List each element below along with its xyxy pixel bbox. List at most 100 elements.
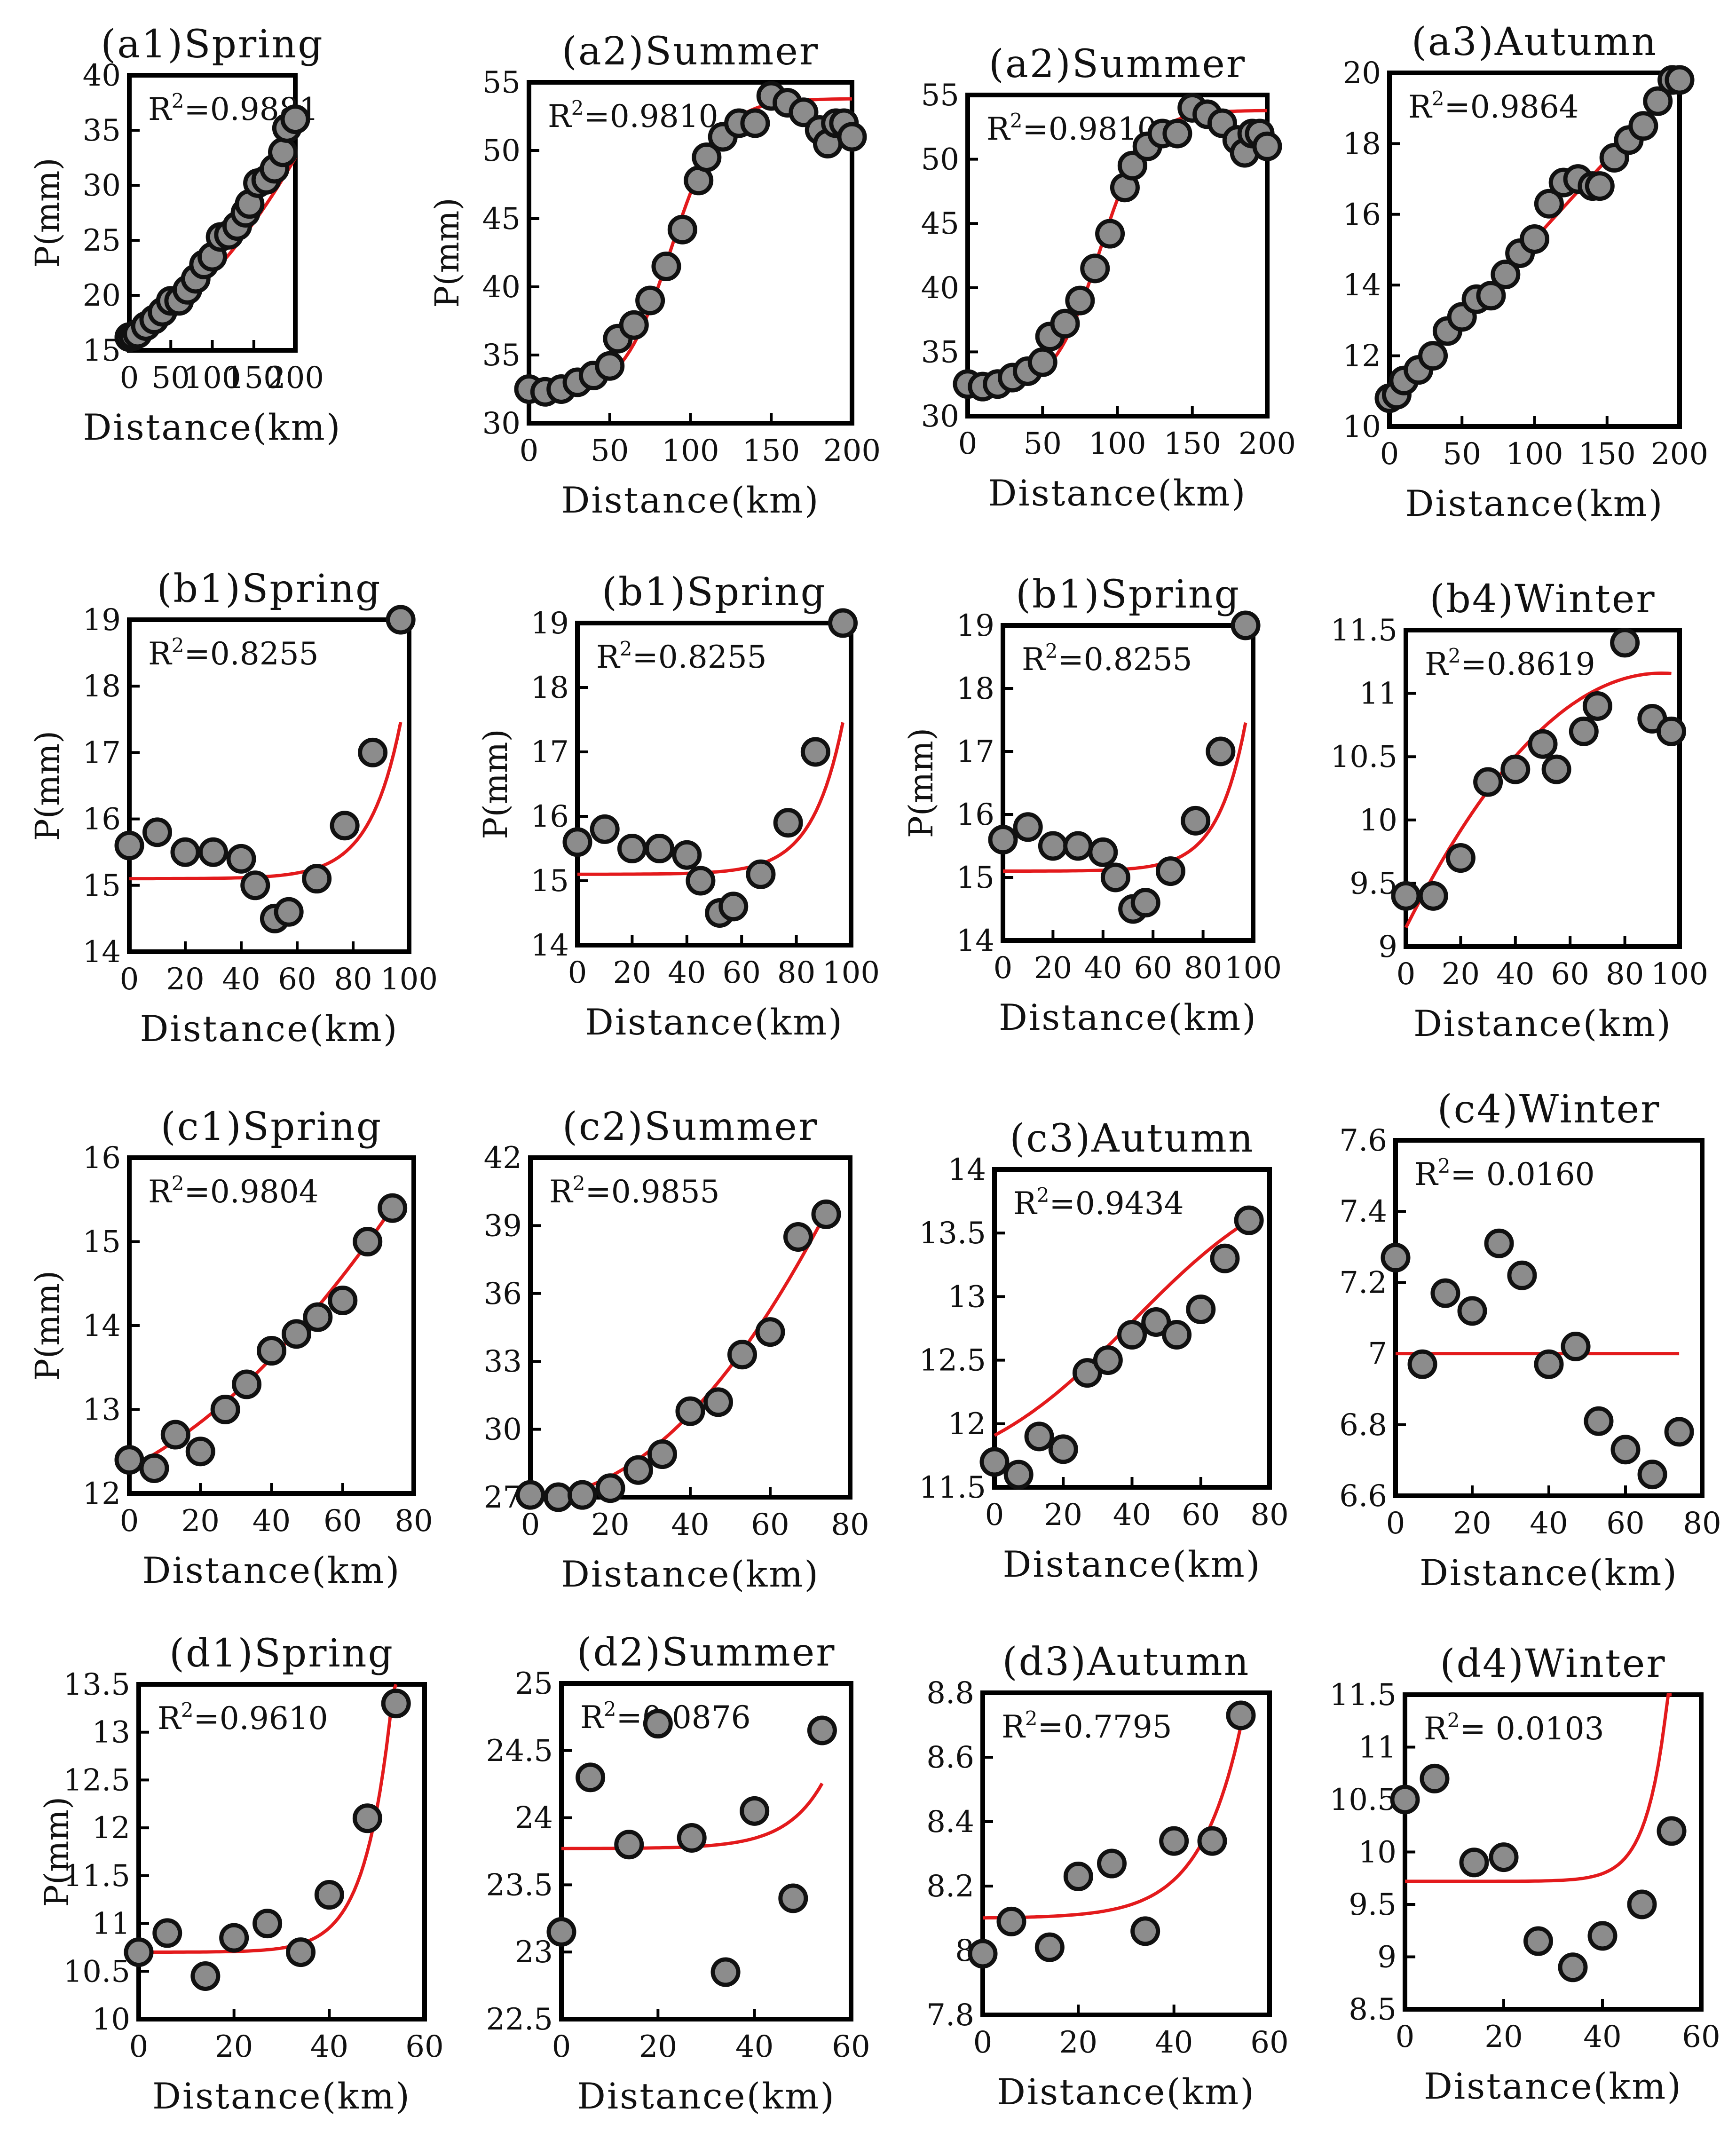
y-tick-label: 50	[921, 142, 959, 177]
panel-d4: (d4)Winter 8.5 9 9.5 10 10.5 11 11.5 0 20 40 60Dist…	[1330, 1642, 1720, 2107]
data-point	[807, 1715, 837, 1745]
y-tick-label: 55	[921, 78, 959, 113]
data-point	[1390, 1785, 1420, 1815]
data-point	[219, 1923, 249, 1953]
data-point	[746, 859, 776, 889]
data-point	[1507, 1260, 1537, 1290]
y-tick-label: 15	[83, 869, 121, 903]
data-point	[1034, 1932, 1065, 1962]
data-point	[783, 1222, 813, 1252]
x-tick-label: 0	[568, 955, 587, 990]
data-point	[1072, 1358, 1102, 1388]
panel-title: (c1)Spring	[161, 1105, 382, 1149]
data-point	[190, 1961, 221, 1991]
data-point	[1610, 1435, 1641, 1465]
y-tick-label: 8.4	[926, 1805, 974, 1840]
data-point	[562, 827, 592, 857]
x-tick-label: 20	[639, 2029, 677, 2064]
data-point	[667, 214, 697, 245]
data-point	[740, 1796, 770, 1826]
data-point	[1141, 1307, 1171, 1337]
r2-annotation: R2=0.9855	[549, 1172, 720, 1210]
data-point	[232, 1369, 262, 1399]
x-tick-label: 20	[1453, 1506, 1491, 1541]
x-tick-label: 150	[742, 434, 800, 468]
y-axis-label: P(mm)	[476, 729, 515, 839]
data-point	[1476, 281, 1506, 311]
data-point	[1445, 843, 1476, 873]
y-tick-label: 39	[484, 1208, 522, 1243]
data-point	[1162, 1320, 1192, 1350]
y-tick-label: 20	[1343, 56, 1381, 91]
x-tick-label: 0	[1386, 1506, 1405, 1541]
panel-c1: (c1)Spring 12 13 14 15 16 0 20 40 60 80 Distance(km…	[28, 1105, 433, 1591]
y-tick-label: 12.5	[919, 1343, 986, 1378]
panel-title: (a3)Autumn	[1412, 20, 1657, 64]
y-tick-label: 15	[83, 1225, 121, 1260]
x-axis-label: Distance(km)	[1420, 1552, 1678, 1594]
x-tick-label: 80	[334, 962, 372, 997]
data-point	[1088, 837, 1118, 867]
panel-title: (a1)Spring	[101, 22, 324, 67]
x-tick-label: 0	[552, 2029, 571, 2064]
data-point	[1587, 1921, 1618, 1951]
r2-annotation: R2= 0.0103	[1424, 1709, 1604, 1747]
y-axis-label: P(mm)	[28, 158, 67, 268]
r2-annotation: R2=0.9810	[986, 109, 1157, 147]
y-tick-label: 10	[92, 2002, 130, 2037]
data-point	[1610, 628, 1640, 658]
data-point	[1430, 1278, 1460, 1308]
y-tick-label: 15	[956, 861, 994, 895]
data-point	[1534, 1349, 1564, 1379]
data-point	[274, 897, 304, 927]
y-axis-label: P(mm)	[428, 197, 466, 308]
y-tick-label: 22.5	[486, 2002, 553, 2037]
y-tick-label: 23.5	[486, 1868, 553, 1903]
y-tick-label: 13.5	[63, 1667, 131, 1702]
panel-title: (c3)Autumn	[1010, 1116, 1254, 1161]
x-axis-label: Distance(km)	[999, 996, 1257, 1038]
x-axis-label: Distance(km)	[585, 1001, 844, 1043]
data-point	[152, 1918, 182, 1948]
y-tick-label: 18	[1343, 126, 1381, 161]
data-point	[1391, 881, 1421, 911]
data-point	[1231, 610, 1261, 640]
data-point	[1013, 812, 1043, 842]
y-tick-label: 6.6	[1339, 1479, 1387, 1514]
panel-title: (b1)Spring	[602, 570, 827, 615]
data-point	[352, 1803, 382, 1833]
y-tick-label: 18	[531, 671, 569, 705]
data-point	[378, 1193, 408, 1223]
y-tick-label: 40	[921, 271, 959, 306]
y-tick-label: 10	[1358, 1835, 1397, 1870]
x-tick-label: 60	[1250, 2025, 1288, 2060]
y-tick-label: 11	[92, 1907, 130, 1942]
data-point	[692, 142, 722, 172]
data-point	[1582, 691, 1612, 721]
x-tick-label: 40	[222, 962, 260, 997]
data-point	[1418, 881, 1448, 911]
data-point	[1643, 86, 1673, 116]
r2-annotation: R2=0.8255	[148, 634, 319, 672]
data-point	[595, 1473, 625, 1503]
data-point	[280, 104, 310, 134]
data-point	[1420, 1763, 1450, 1793]
data-point	[968, 1939, 998, 1969]
data-point	[1561, 1331, 1591, 1361]
data-point	[546, 1917, 576, 1947]
data-point	[1206, 736, 1236, 766]
y-tick-label: 17	[83, 735, 121, 770]
x-axis-label: Distance(km)	[142, 1549, 401, 1591]
data-point	[1003, 1460, 1034, 1490]
panel-title: (b1)Spring	[1016, 572, 1240, 617]
panel-title: (d2)Summer	[577, 1630, 836, 1675]
y-tick-label: 40	[83, 58, 121, 93]
data-point	[1226, 1700, 1256, 1730]
x-tick-label: 40	[1113, 1498, 1151, 1532]
y-tick-label: 16	[83, 802, 121, 837]
data-point	[1162, 118, 1192, 149]
y-tick-label: 35	[83, 113, 121, 148]
data-point	[647, 1439, 677, 1469]
data-point	[1664, 1417, 1694, 1447]
